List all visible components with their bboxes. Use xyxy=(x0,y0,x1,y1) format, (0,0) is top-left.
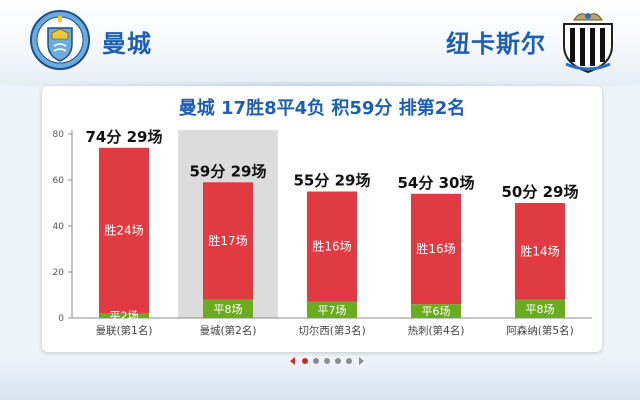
y-tick-label: 20 xyxy=(53,268,65,278)
header-band xyxy=(0,0,640,84)
pager-dot[interactable] xyxy=(324,358,330,364)
chart-card: 曼城 17胜8平4负 积59分 排第2名 0 20 40 60 80 胜24场平2场 74分… xyxy=(42,86,602,352)
bar-wins xyxy=(515,203,565,300)
bar-draws xyxy=(203,299,253,318)
bar-draws-label: 平2场 xyxy=(110,309,139,323)
pager-prev-icon[interactable] xyxy=(290,357,295,365)
pager-dot[interactable] xyxy=(335,358,341,364)
bar-total-label: 55分 29场 xyxy=(294,172,371,190)
bar-total-label: 50分 29场 xyxy=(502,183,579,201)
y-tick-label: 40 xyxy=(53,222,65,232)
manchester-city-crest-icon xyxy=(30,10,90,70)
bar-draws-label: 平8场 xyxy=(526,302,555,316)
bar-wins-label: 胜14场 xyxy=(520,243,559,258)
pager-next-icon[interactable] xyxy=(359,357,364,365)
x-tick-label: 曼联(第1名) xyxy=(96,324,153,337)
bar-draws-label: 平8场 xyxy=(214,302,243,316)
bar-total-label: 54分 30场 xyxy=(398,174,475,192)
bar-draws xyxy=(99,313,149,318)
pager-dot[interactable] xyxy=(346,358,352,364)
bar-wins-label: 胜16场 xyxy=(312,239,351,254)
bar-draws xyxy=(515,299,565,318)
bar-wins-label: 胜17场 xyxy=(208,233,247,248)
footer-band xyxy=(0,360,640,400)
y-tick-label: 80 xyxy=(53,130,65,140)
home-team-name: 曼城 xyxy=(102,30,152,58)
bar-draws xyxy=(411,304,461,318)
bar-draws-label: 平6场 xyxy=(422,304,451,318)
y-tick-label: 0 xyxy=(58,314,64,324)
away-team-name: 纽卡斯尔 xyxy=(446,30,546,58)
chart-title: 曼城 17胜8平4负 积59分 排第2名 xyxy=(178,98,466,119)
pager-dot[interactable] xyxy=(313,358,319,364)
y-tick-label: 60 xyxy=(53,176,65,186)
bar-wins xyxy=(307,191,357,302)
newcastle-crest-icon xyxy=(563,13,613,74)
bar-draws xyxy=(307,301,357,318)
bar-draws-label: 平7场 xyxy=(318,303,347,317)
bar-wins xyxy=(99,147,149,314)
x-tick-label: 热刺(第4名) xyxy=(408,324,465,337)
pager-dot[interactable] xyxy=(302,358,308,364)
bar-total-label: 59分 29场 xyxy=(190,162,267,180)
bar-wins-label: 胜16场 xyxy=(416,241,455,256)
bar-wins xyxy=(411,193,461,305)
bar-wins xyxy=(203,182,253,300)
x-tick-label: 阿森纳(第5名) xyxy=(506,324,573,337)
x-tick-label: 切尔西(第3名) xyxy=(298,324,365,337)
header-divider xyxy=(0,82,640,86)
bar-wins-label: 胜24场 xyxy=(104,223,143,238)
bar-total-label: 74分 29场 xyxy=(86,128,163,146)
x-tick-label: 曼城(第2名) xyxy=(200,324,257,337)
